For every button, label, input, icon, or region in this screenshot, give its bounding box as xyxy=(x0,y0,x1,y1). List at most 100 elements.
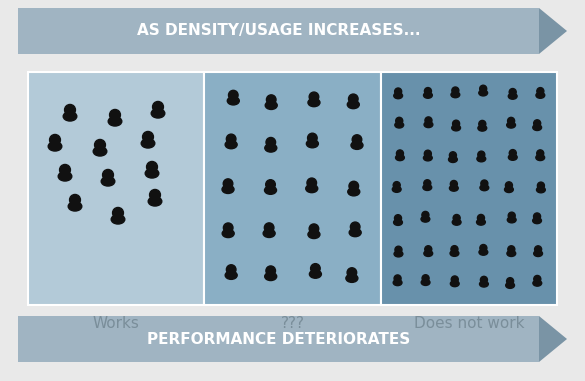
Ellipse shape xyxy=(68,202,82,211)
Ellipse shape xyxy=(533,218,542,224)
Ellipse shape xyxy=(308,230,320,239)
Ellipse shape xyxy=(308,98,320,107)
Circle shape xyxy=(480,245,487,251)
Ellipse shape xyxy=(264,272,277,280)
Ellipse shape xyxy=(395,155,404,161)
Text: PERFORMANCE DETERIORATES: PERFORMANCE DETERIORATES xyxy=(147,331,410,346)
Ellipse shape xyxy=(93,147,107,156)
Circle shape xyxy=(534,275,541,282)
Ellipse shape xyxy=(306,184,318,193)
Circle shape xyxy=(477,215,484,221)
Ellipse shape xyxy=(101,177,115,186)
Circle shape xyxy=(508,212,515,219)
Ellipse shape xyxy=(424,155,432,161)
Ellipse shape xyxy=(393,186,401,192)
Circle shape xyxy=(102,170,113,180)
Text: ???: ??? xyxy=(280,316,305,331)
Circle shape xyxy=(347,268,357,277)
Circle shape xyxy=(266,180,276,189)
Circle shape xyxy=(508,246,515,253)
Ellipse shape xyxy=(507,217,516,223)
Ellipse shape xyxy=(394,93,402,99)
Circle shape xyxy=(481,180,488,187)
Ellipse shape xyxy=(222,185,234,194)
Circle shape xyxy=(349,181,359,191)
Ellipse shape xyxy=(507,122,515,128)
Ellipse shape xyxy=(536,187,545,193)
Circle shape xyxy=(266,138,276,147)
Ellipse shape xyxy=(346,274,358,282)
Circle shape xyxy=(223,179,233,189)
Circle shape xyxy=(226,265,236,274)
Ellipse shape xyxy=(479,90,487,96)
Ellipse shape xyxy=(351,141,363,149)
Bar xyxy=(381,72,557,305)
Circle shape xyxy=(264,223,274,232)
Circle shape xyxy=(64,104,75,115)
Ellipse shape xyxy=(451,92,460,98)
Circle shape xyxy=(266,266,276,275)
Circle shape xyxy=(153,101,163,112)
Ellipse shape xyxy=(507,250,516,256)
Circle shape xyxy=(424,88,432,94)
Circle shape xyxy=(425,117,432,124)
Circle shape xyxy=(535,246,542,253)
Ellipse shape xyxy=(423,184,432,190)
Ellipse shape xyxy=(508,93,517,99)
Ellipse shape xyxy=(536,155,545,160)
Circle shape xyxy=(453,215,460,221)
Circle shape xyxy=(395,88,402,95)
Circle shape xyxy=(229,90,238,100)
Circle shape xyxy=(307,178,316,187)
Ellipse shape xyxy=(394,219,402,226)
Circle shape xyxy=(394,215,401,222)
Circle shape xyxy=(311,264,320,273)
Ellipse shape xyxy=(534,250,542,256)
Circle shape xyxy=(534,120,541,127)
Circle shape xyxy=(309,224,319,234)
Circle shape xyxy=(510,150,517,157)
Ellipse shape xyxy=(477,156,486,162)
Circle shape xyxy=(112,208,123,218)
Ellipse shape xyxy=(452,219,461,225)
Ellipse shape xyxy=(225,141,237,149)
Ellipse shape xyxy=(395,122,404,128)
Circle shape xyxy=(534,213,541,220)
Circle shape xyxy=(143,131,153,142)
Circle shape xyxy=(150,189,160,200)
Circle shape xyxy=(394,275,401,282)
Circle shape xyxy=(422,275,429,282)
Ellipse shape xyxy=(151,109,165,118)
Ellipse shape xyxy=(421,216,430,222)
Ellipse shape xyxy=(225,271,237,279)
Ellipse shape xyxy=(478,125,487,131)
Circle shape xyxy=(508,117,515,124)
Circle shape xyxy=(538,182,545,189)
Circle shape xyxy=(223,223,233,232)
Ellipse shape xyxy=(449,185,458,191)
Circle shape xyxy=(451,246,458,253)
Circle shape xyxy=(95,139,105,150)
Ellipse shape xyxy=(111,215,125,224)
Ellipse shape xyxy=(533,280,542,286)
Polygon shape xyxy=(539,316,567,362)
Circle shape xyxy=(509,88,516,96)
Circle shape xyxy=(536,150,544,157)
Ellipse shape xyxy=(141,139,155,148)
Ellipse shape xyxy=(108,117,122,126)
Circle shape xyxy=(425,246,432,253)
Ellipse shape xyxy=(450,281,459,287)
Ellipse shape xyxy=(536,92,545,98)
Circle shape xyxy=(266,95,276,104)
Circle shape xyxy=(395,246,402,253)
Ellipse shape xyxy=(449,157,457,162)
Ellipse shape xyxy=(228,97,239,105)
Ellipse shape xyxy=(307,139,318,148)
Circle shape xyxy=(480,85,487,92)
Circle shape xyxy=(60,165,70,175)
Ellipse shape xyxy=(508,154,517,160)
Ellipse shape xyxy=(424,92,432,98)
Circle shape xyxy=(147,162,157,172)
Circle shape xyxy=(309,92,319,102)
Circle shape xyxy=(349,94,358,104)
